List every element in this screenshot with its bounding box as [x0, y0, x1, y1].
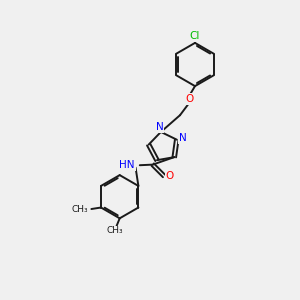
Text: HN: HN: [119, 160, 135, 170]
Text: N: N: [155, 122, 163, 132]
Text: O: O: [185, 94, 194, 104]
Text: O: O: [165, 171, 174, 181]
Text: N: N: [179, 133, 187, 143]
Text: CH₃: CH₃: [71, 205, 88, 214]
Text: Cl: Cl: [190, 31, 200, 41]
Text: CH₃: CH₃: [107, 226, 124, 236]
